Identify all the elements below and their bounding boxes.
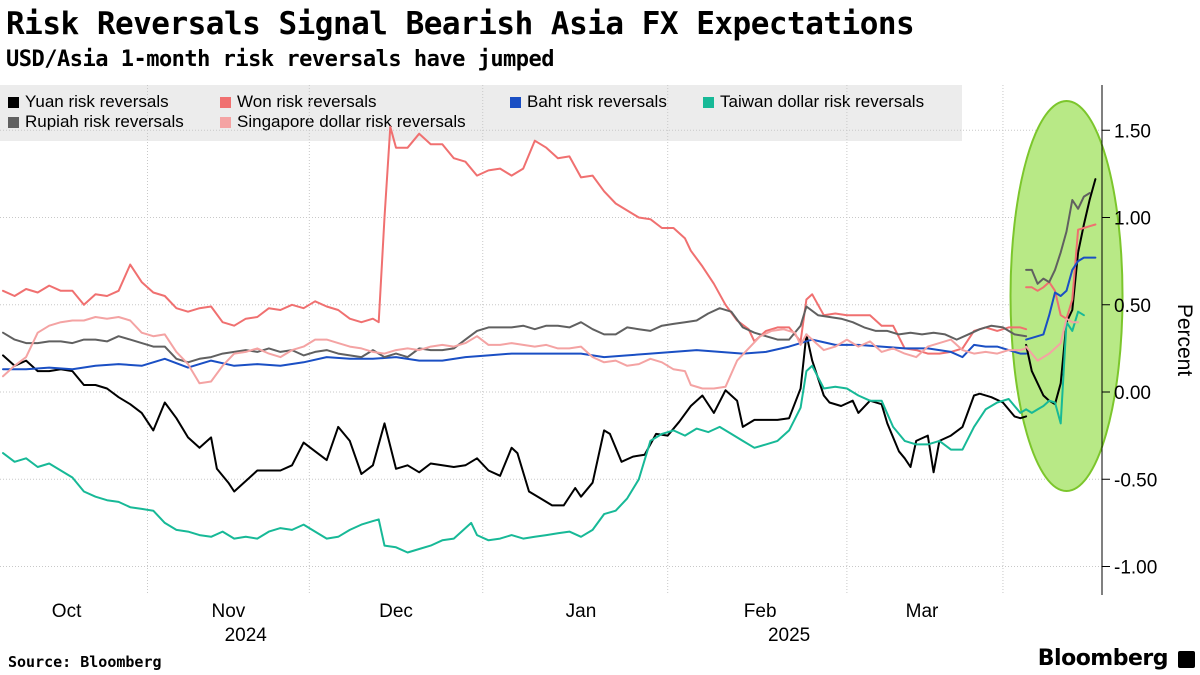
x-tick-label: Dec bbox=[379, 601, 413, 622]
legend-label: Singapore dollar risk reversals bbox=[237, 112, 466, 131]
x-year-label: 2024 bbox=[225, 625, 268, 646]
series-line-yuan-risk-reversals bbox=[1025, 178, 1097, 406]
legend-item-yuan: Yuan risk reversals bbox=[8, 92, 169, 112]
y-tick-label: -1.00 bbox=[1114, 558, 1157, 579]
legend-swatch bbox=[703, 96, 714, 108]
chart-title: Risk Reversals Signal Bearish Asia FX Ex… bbox=[6, 6, 915, 42]
legend-swatch bbox=[8, 116, 19, 128]
legend-item-baht: Baht risk reversals bbox=[510, 92, 667, 112]
brand-logo: Bloomberg bbox=[1037, 646, 1169, 671]
legend-item-won: Won risk reversals bbox=[220, 92, 377, 112]
x-year-label: 2025 bbox=[768, 625, 810, 646]
axes: 1.50 1.00 0.50 0.00 -0.50 -1.00 Percent Oct Nov D… bbox=[52, 85, 1196, 646]
series-line-singapore-dollar-risk-reversals bbox=[1025, 317, 1080, 362]
source-note: Source: Bloomberg bbox=[8, 653, 162, 671]
series-line-won-risk-reversals bbox=[2, 125, 1028, 355]
legend-label: Yuan risk reversals bbox=[25, 92, 169, 111]
series-line-singapore-dollar-risk-reversals bbox=[2, 316, 1028, 390]
series-line-yuan-risk-reversals bbox=[2, 333, 1028, 507]
gridlines bbox=[0, 85, 1102, 595]
series-line-taiwan-dollar-risk-reversals bbox=[1025, 310, 1085, 425]
series-line-rupiah-risk-reversals bbox=[1025, 192, 1091, 285]
legend-swatch bbox=[510, 96, 521, 108]
legend-item-singapore-dollar: Singapore dollar risk reversals bbox=[220, 112, 466, 132]
x-tick-label: Jan bbox=[566, 601, 597, 622]
legend-swatch bbox=[220, 96, 231, 108]
series-line-baht-risk-reversals bbox=[2, 338, 1028, 371]
series-lines bbox=[2, 125, 1097, 554]
series-line-rupiah-risk-reversals bbox=[2, 305, 1028, 364]
x-tick-label: Nov bbox=[212, 601, 246, 622]
x-tick-label: Feb bbox=[744, 601, 777, 622]
legend-swatch bbox=[8, 96, 19, 108]
legend-item-rupiah: Rupiah risk reversals bbox=[8, 112, 184, 132]
legend-label: Rupiah risk reversals bbox=[25, 112, 184, 131]
legend-label: Baht risk reversals bbox=[527, 92, 667, 111]
y-tick-label: 0.50 bbox=[1114, 296, 1151, 317]
series-line-baht-risk-reversals bbox=[1025, 256, 1097, 341]
y-axis-title: Percent bbox=[1173, 304, 1196, 377]
bloomberg-chart-icon bbox=[1178, 651, 1195, 668]
y-tick-label: 0.00 bbox=[1114, 383, 1151, 404]
y-tick-label: 1.50 bbox=[1114, 121, 1151, 142]
x-tick-label: Mar bbox=[906, 601, 939, 622]
legend-label: Taiwan dollar risk reversals bbox=[720, 92, 925, 111]
y-tick-label: 1.00 bbox=[1114, 209, 1151, 230]
legend-item-taiwan-dollar: Taiwan dollar risk reversals bbox=[703, 92, 924, 112]
highlight-region bbox=[1009, 100, 1124, 493]
legend bbox=[0, 85, 962, 141]
highlight-ellipse bbox=[1009, 100, 1124, 493]
series-line-taiwan-dollar-risk-reversals bbox=[2, 364, 1028, 554]
series-line-won-risk-reversals bbox=[1025, 223, 1097, 320]
y-tick-label: -0.50 bbox=[1114, 470, 1157, 491]
legend-swatch bbox=[220, 116, 231, 128]
legend-label: Won risk reversals bbox=[237, 92, 377, 111]
x-tick-label: Oct bbox=[52, 601, 82, 622]
chart-subtitle: USD/Asia 1-month risk reversals have jum… bbox=[6, 47, 555, 72]
